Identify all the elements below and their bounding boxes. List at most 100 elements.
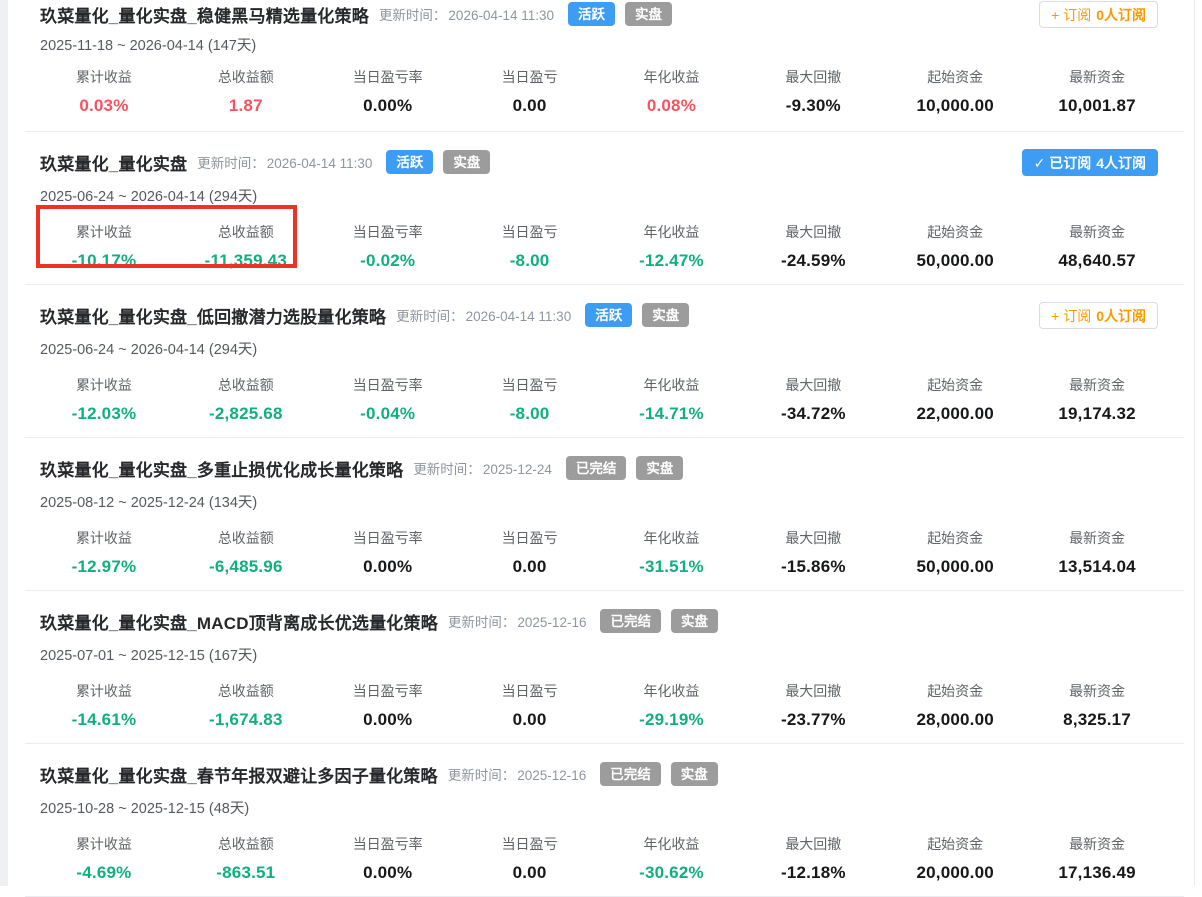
stat-value: -8.00 bbox=[509, 404, 550, 423]
stat-label: 当日盈亏 bbox=[501, 683, 558, 699]
stat-label: 累计收益 bbox=[75, 683, 132, 699]
badge-group: 活跃 实盘 bbox=[386, 149, 491, 175]
stat-value: -11,359.43 bbox=[204, 251, 287, 270]
update-time-label: 更新时间： bbox=[447, 615, 516, 630]
stat-label: 总收益额 bbox=[217, 530, 274, 546]
date-range: 2025-10-28 ~ 2025-12-15 (48天) bbox=[40, 801, 250, 817]
stat-label: 当日盈亏 bbox=[501, 530, 558, 546]
subscribe-button[interactable]: ✓ 已订阅 4人订阅 bbox=[1021, 148, 1158, 176]
stat-value: -0.02% bbox=[360, 251, 416, 270]
stat-daily-pnl-rate: 当日盈亏率 0.00% bbox=[317, 67, 459, 116]
stat-value: -863.51 bbox=[216, 863, 276, 882]
strategy-title[interactable]: 玖菜量化_量化实盘_春节年报双避让多因子量化策略 bbox=[40, 766, 438, 786]
stat-label: 最大回撤 bbox=[785, 377, 842, 393]
update-time: 更新时间： 2026-04-14 11:30 bbox=[197, 152, 372, 172]
stat-value: -12.18% bbox=[780, 863, 846, 882]
stat-value: -31.51% bbox=[639, 557, 704, 576]
date-range: 2025-11-18 ~ 2026-04-14 (147天) bbox=[40, 38, 257, 54]
status-badge: 已完结 bbox=[600, 761, 661, 787]
strategy-card: 玖菜量化_量化实盘 更新时间： 2026-04-14 11:30 活跃 实盘 ✓ 已… bbox=[8, 132, 1194, 285]
stat-value: 22,000.00 bbox=[916, 404, 994, 423]
stat-label: 起始资金 bbox=[927, 683, 984, 699]
stat-label: 年化收益 bbox=[643, 224, 700, 240]
update-time: 更新时间： 2025-12-16 bbox=[448, 764, 587, 784]
update-time-label: 更新时间： bbox=[413, 462, 481, 477]
update-time: 更新时间： 2026-04-14 11:30 bbox=[379, 4, 554, 24]
strategy-title[interactable]: 玖菜量化_量化实盘_低回撤潜力选股量化策略 bbox=[40, 307, 387, 327]
stat-label: 最大回撤 bbox=[785, 530, 842, 546]
subscribe-button[interactable]: + 订阅 0人订阅 bbox=[1039, 301, 1158, 329]
stat-label: 当日盈亏 bbox=[501, 377, 558, 393]
stat-cumulative-return: 累计收益 0.03% bbox=[33, 67, 175, 116]
stat-daily-pnl-rate: 当日盈亏率 0.00% bbox=[317, 681, 459, 730]
stat-label: 累计收益 bbox=[75, 224, 132, 240]
update-time-value: 2025-12-24 bbox=[482, 462, 552, 477]
stats-row: 累计收益 0.03% 总收益额 1.87 当日盈亏率 0.00% 当日盈亏 0.00 年化收益 0… bbox=[33, 67, 1168, 116]
stats-row: 累计收益 -4.69% 总收益额 -863.51 当日盈亏率 0.00% 当日盈亏 0.00 年… bbox=[33, 834, 1168, 883]
update-time-label: 更新时间： bbox=[378, 8, 447, 23]
stat-value: 0.00 bbox=[512, 557, 547, 576]
stat-label: 最新资金 bbox=[1069, 530, 1126, 546]
card-header: 玖菜量化_量化实盘_多重止损优化成长量化策略 更新时间： 2025-12-24 已… bbox=[40, 455, 1158, 481]
status-badge: 活跃 bbox=[568, 1, 616, 27]
strategy-list: 玖菜量化_量化实盘_稳健黑马精选量化策略 更新时间： 2026-04-14 11:… bbox=[8, 0, 1194, 897]
update-time: 更新时间： 2025-12-16 bbox=[448, 611, 587, 631]
stat-latest-capital: 最新资金 10,001.87 bbox=[1026, 67, 1168, 116]
stat-total-return-amount: 总收益额 -6,485.96 bbox=[175, 528, 317, 577]
stat-value: -0.04% bbox=[360, 404, 416, 423]
stat-value: 50,000.00 bbox=[916, 557, 994, 576]
stat-value: -10.17% bbox=[71, 251, 137, 270]
subscribe-label: ✓ 已订阅 bbox=[1033, 154, 1092, 171]
stat-label: 起始资金 bbox=[927, 836, 984, 852]
update-time-value: 2026-04-14 11:30 bbox=[465, 309, 572, 324]
strategy-title[interactable]: 玖菜量化_量化实盘 bbox=[40, 154, 188, 174]
stat-label: 最新资金 bbox=[1069, 836, 1126, 852]
stat-label: 当日盈亏率 bbox=[352, 683, 423, 699]
stat-latest-capital: 最新资金 8,325.17 bbox=[1026, 681, 1168, 730]
subscribe-button[interactable]: + 订阅 0人订阅 bbox=[1039, 0, 1158, 28]
stat-label: 起始资金 bbox=[927, 377, 984, 393]
stat-cumulative-return: 累计收益 -4.69% bbox=[33, 834, 175, 883]
subscribe-count: 0人订阅 bbox=[1096, 6, 1146, 23]
stat-label: 总收益额 bbox=[217, 69, 274, 85]
stat-label: 最新资金 bbox=[1069, 683, 1126, 699]
strategy-title[interactable]: 玖菜量化_量化实盘_多重止损优化成长量化策略 bbox=[40, 460, 404, 480]
stat-value: 19,174.32 bbox=[1058, 404, 1136, 423]
card-header: 玖菜量化_量化实盘 更新时间： 2026-04-14 11:30 活跃 实盘 ✓ 已… bbox=[40, 148, 1158, 176]
update-time-label: 更新时间： bbox=[197, 156, 265, 171]
stat-daily-pnl-rate: 当日盈亏率 -0.04% bbox=[317, 375, 459, 424]
stat-value: -34.72% bbox=[780, 404, 846, 423]
subscribe-label: + 订阅 bbox=[1051, 6, 1092, 23]
status-badge: 实盘 bbox=[670, 608, 718, 634]
scrollbar-track-divider bbox=[1194, 0, 1195, 886]
stat-label: 年化收益 bbox=[643, 836, 700, 852]
stat-label: 起始资金 bbox=[927, 224, 984, 240]
status-badge: 活跃 bbox=[386, 149, 434, 175]
strategy-card: 玖菜量化_量化实盘_春节年报双避让多因子量化策略 更新时间： 2025-12-16… bbox=[8, 744, 1194, 897]
stat-annualized-return: 年化收益 0.08% bbox=[601, 67, 743, 116]
stat-value: -8.00 bbox=[509, 251, 550, 270]
status-badge: 实盘 bbox=[625, 1, 673, 27]
stat-initial-capital: 起始资金 50,000.00 bbox=[884, 222, 1026, 271]
stat-value: 8,325.17 bbox=[1063, 710, 1131, 729]
update-time-value: 2025-12-16 bbox=[517, 615, 587, 630]
stat-label: 累计收益 bbox=[75, 836, 132, 852]
stat-daily-pnl: 当日盈亏 -8.00 bbox=[459, 375, 601, 424]
stat-label: 总收益额 bbox=[217, 377, 274, 393]
update-time-label: 更新时间： bbox=[396, 309, 464, 324]
update-time-value: 2026-04-14 11:30 bbox=[448, 8, 555, 23]
card-header: 玖菜量化_量化实盘_稳健黑马精选量化策略 更新时间： 2026-04-14 11:… bbox=[40, 0, 1158, 28]
strategy-title[interactable]: 玖菜量化_量化实盘_MACD顶背离成长优选量化策略 bbox=[40, 613, 438, 633]
stat-daily-pnl: 当日盈亏 0.00 bbox=[459, 528, 601, 577]
stat-cumulative-return: 累计收益 -12.03% bbox=[33, 375, 175, 424]
status-badge: 已完结 bbox=[600, 608, 661, 634]
stat-label: 最大回撤 bbox=[785, 836, 842, 852]
status-badge: 实盘 bbox=[642, 302, 690, 328]
badge-group: 已完结 实盘 bbox=[565, 455, 684, 481]
stat-label: 最大回撤 bbox=[785, 683, 842, 699]
strategy-title[interactable]: 玖菜量化_量化实盘_稳健黑马精选量化策略 bbox=[40, 6, 369, 26]
stat-label: 年化收益 bbox=[643, 530, 700, 546]
stat-label: 当日盈亏率 bbox=[352, 530, 423, 546]
stat-daily-pnl-rate: 当日盈亏率 0.00% bbox=[317, 528, 459, 577]
stat-value: -29.19% bbox=[639, 710, 704, 729]
